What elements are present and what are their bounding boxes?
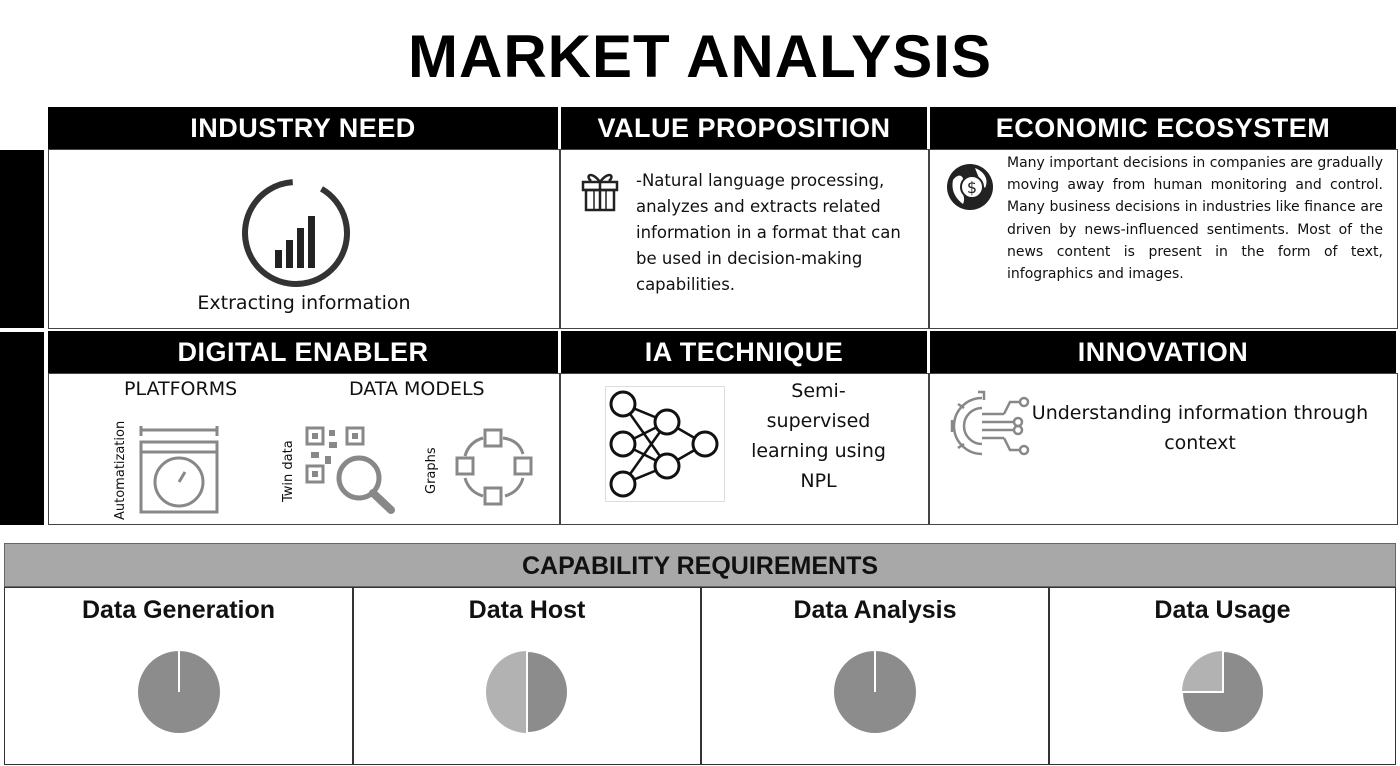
page-title: MARKET ANALYSIS — [408, 23, 992, 90]
value-proposition-cell: -Natural language processing, analyzes a… — [560, 149, 929, 329]
data-models-label: DATA MODELS — [349, 378, 485, 400]
digital-enabler-header: DIGITAL ENABLER — [48, 331, 558, 373]
automatization-label: Automatization — [113, 420, 128, 520]
globe-dollar-icon: $ — [947, 164, 993, 210]
graphs-label: Graphs — [424, 447, 439, 494]
economic-ecosystem-header: ECONOMIC ECOSYSTEM — [930, 107, 1396, 149]
dashboard-gauge-icon — [139, 426, 219, 514]
capability-label: Data Host — [468, 596, 586, 624]
economic-ecosystem-cell: $ Many important decisions in companies … — [929, 149, 1398, 329]
ia-technique-text: Semi-supervised learning using NPL — [751, 380, 886, 492]
ia-technique-header: IA TECHNIQUE — [561, 331, 927, 373]
value-proposition-text: -Natural language processing, analyzes a… — [636, 171, 901, 294]
gear-circuit-icon — [950, 390, 1030, 456]
economic-ecosystem-text: Many important decisions in companies ar… — [1007, 155, 1383, 283]
capability-pie — [1180, 649, 1265, 734]
pie-filled-slice — [1180, 649, 1265, 734]
industry-need-label: Extracting information — [197, 292, 411, 314]
ia-technique-cell: Semi-supervised learning using NPL — [560, 373, 929, 525]
capability-data-usage: Data Usage — [1049, 587, 1396, 765]
platforms-label: PLATFORMS — [124, 378, 238, 400]
innovation-text: Understanding information through contex… — [1031, 402, 1369, 454]
capability-data-host: Data Host — [353, 587, 701, 765]
innovation-cell: Understanding information through contex… — [929, 373, 1398, 525]
neural-network-icon — [605, 386, 725, 502]
capability-label: Data Usage — [1154, 596, 1291, 624]
twin-data-label: Twin data — [281, 440, 296, 502]
capability-pie — [486, 649, 569, 735]
gift-icon — [581, 173, 619, 212]
value-proposition-header: VALUE PROPOSITION — [561, 107, 927, 149]
svg-text:$: $ — [967, 178, 977, 197]
pie-filled-slice — [526, 649, 569, 735]
capability-label: Data Generation — [81, 596, 276, 624]
industry-need-header: INDUSTRY NEED — [48, 107, 558, 149]
capability-data-generation: Data Generation — [4, 587, 353, 765]
industry-need-cell: Extracting information — [48, 149, 560, 329]
capability-requirements-header: CAPABILITY REQUIREMENTS — [4, 543, 1396, 587]
capability-pie — [137, 651, 220, 733]
digital-enabler-cell: PLATFORMS DATA MODELS Automatization Twi… — [48, 373, 560, 525]
capability-label: Data Analysis — [793, 596, 957, 624]
capability-data-analysis: Data Analysis — [701, 587, 1049, 765]
side-bar-top — [0, 150, 44, 328]
cycle-nodes-icon — [455, 428, 533, 506]
capability-pie — [834, 651, 916, 733]
side-bar-bottom — [0, 332, 44, 525]
innovation-header: INNOVATION — [930, 331, 1396, 373]
qr-magnifier-icon — [305, 426, 395, 514]
signal-bars-icon — [242, 179, 350, 287]
